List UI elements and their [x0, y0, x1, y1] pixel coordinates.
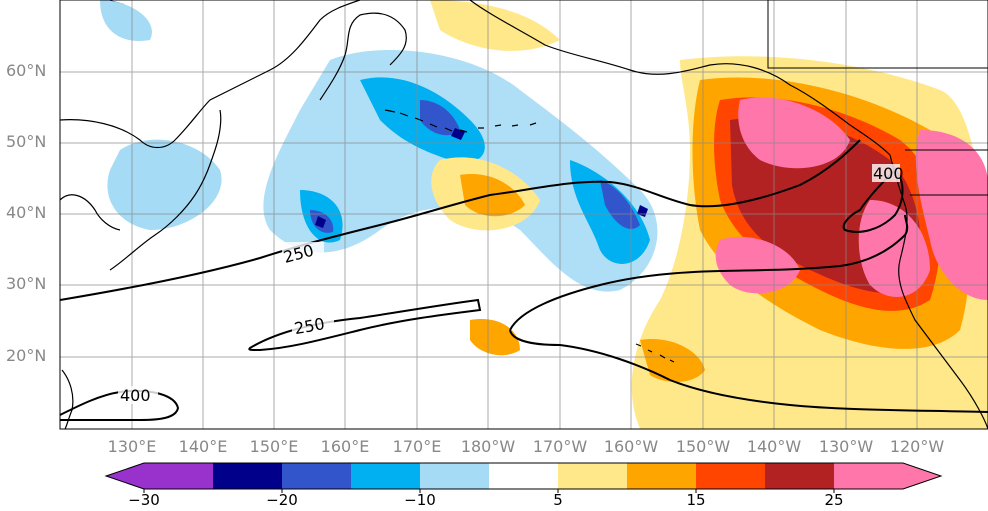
lon-label-130w: 130°W — [818, 437, 874, 456]
colorbar-segment — [351, 463, 420, 489]
contour-label-400-east: 400 — [873, 164, 904, 183]
colorbar-segment — [213, 463, 282, 489]
colorbar-segment — [420, 463, 489, 489]
lon-label-120w: 120°W — [889, 437, 945, 456]
colorbar-tick-label: −20 — [266, 491, 298, 509]
lon-label-160w: 160°W — [603, 437, 659, 456]
colorbar-tick-label: 15 — [686, 491, 706, 509]
lat-label-60n: 60°N — [6, 61, 47, 80]
lon-label-140e: 140°E — [178, 437, 228, 456]
colorbar — [104, 462, 943, 493]
lat-label-20n: 20°N — [6, 346, 47, 365]
colorbar-tick-label: −10 — [404, 491, 436, 509]
contours — [60, 139, 988, 422]
lat-label-40n: 40°N — [6, 203, 47, 222]
colorbar-segment — [696, 463, 765, 489]
colorbar-segment — [489, 463, 558, 489]
lat-label-30n: 30°N — [6, 274, 47, 293]
colorbar-tick-label: 25 — [824, 491, 844, 509]
negative-anomaly-west — [100, 0, 222, 230]
lon-label-170e: 170°E — [392, 437, 442, 456]
positive-anomaly-extreme — [715, 97, 988, 300]
contour-label-400-west: 400 — [120, 386, 151, 405]
colorbar-segment — [282, 463, 351, 489]
colorbar-tick-label: 5 — [553, 491, 563, 509]
colorbar-segment — [627, 463, 696, 489]
colorbar-arrow-high — [903, 463, 941, 489]
lat-label-50n: 50°N — [6, 132, 47, 151]
colorbar-tick-label: −30 — [128, 491, 160, 509]
colorbar-segment — [558, 463, 627, 489]
lon-label-150w: 150°W — [675, 437, 731, 456]
lon-label-150e: 150°E — [249, 437, 299, 456]
negative-anomaly-core — [300, 77, 650, 264]
lon-label-170w: 170°W — [532, 437, 588, 456]
map-border — [59, 0, 988, 430]
colorbar-segment — [765, 463, 834, 489]
lon-label-160e: 160°E — [320, 437, 370, 456]
lon-label-180w: 180°W — [460, 437, 516, 456]
colorbar-arrow-low — [106, 463, 144, 489]
colorbar-segment — [834, 463, 903, 489]
contour-labels: 250 250 400 400 — [118, 164, 904, 405]
positive-anomaly-south — [470, 319, 705, 382]
colorbar-segment — [144, 463, 213, 489]
graticule — [60, 0, 988, 429]
lon-label-130e: 130°E — [107, 437, 157, 456]
lon-label-140w: 140°W — [746, 437, 802, 456]
borders — [767, 0, 988, 196]
